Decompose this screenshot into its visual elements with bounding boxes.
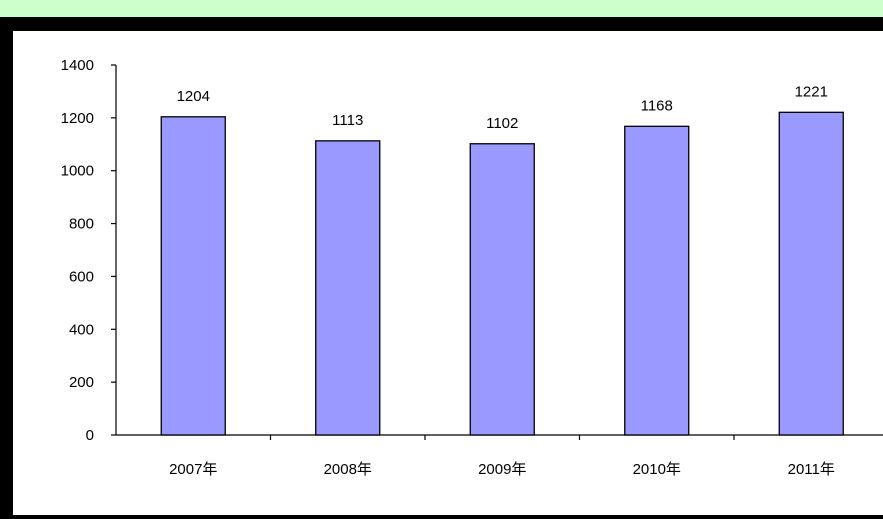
- data-label: 1221: [795, 83, 828, 100]
- x-tick-label: 2008年: [324, 461, 372, 478]
- y-tick-label: 1200: [61, 110, 94, 127]
- x-tick-label: 2011年: [788, 461, 835, 478]
- chart-plot-area: [13, 31, 883, 515]
- data-label: 1113: [332, 112, 363, 129]
- y-tick-label: 0: [86, 427, 94, 444]
- data-label: 1204: [177, 88, 210, 105]
- bar: [315, 140, 381, 436]
- bar: [778, 111, 844, 436]
- bar: [160, 116, 226, 436]
- data-label: 1168: [641, 97, 673, 114]
- y-tick-label: 1400: [61, 57, 94, 74]
- x-axis: 2007年 2008年 2009年 2010年 2011年: [116, 434, 883, 478]
- y-tick-label: 1000: [61, 163, 94, 180]
- x-tick-label: 2009年: [478, 461, 526, 478]
- bar: [624, 125, 690, 436]
- y-tick-label: 600: [69, 268, 94, 285]
- y-axis: 0 200 400 600 800 1000 1200 1400: [61, 57, 117, 444]
- y-tick-label: 800: [69, 216, 94, 233]
- x-tick-label: 2010年: [633, 461, 681, 478]
- data-labels: 1204 1113 1102 1168 1221: [177, 83, 828, 131]
- y-tick-label: 200: [69, 374, 94, 391]
- bars: [160, 111, 844, 436]
- x-tick-label: 2007年: [169, 461, 217, 478]
- data-label: 1102: [486, 115, 518, 132]
- bar: [469, 143, 535, 436]
- y-tick-label: 400: [69, 321, 94, 338]
